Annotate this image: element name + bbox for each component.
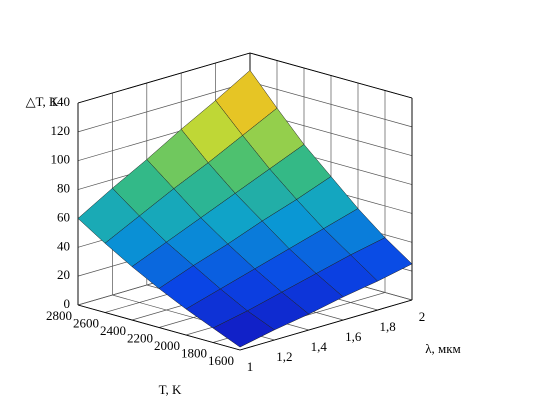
y-tick-label: 2400 [100,323,126,338]
x-tick-label: 1 [247,359,254,374]
z-tick-label: 0 [64,296,71,311]
y-tick-label: 2800 [46,308,72,323]
x-axis-title: λ, мкм [425,341,461,356]
y-axis-title: T, K [159,382,182,397]
z-tick-label: 120 [51,123,71,138]
z-tick-label: 100 [51,152,71,167]
x-tick-label: 1,2 [276,349,292,364]
y-tick-label: 2200 [127,330,153,345]
grid-line [77,81,251,133]
axis-line [239,299,413,351]
y-tick-label: 1800 [181,345,207,360]
x-tick-label: 1,8 [379,319,395,334]
axis-line [77,304,241,351]
z-axis-title: △T, K [26,94,59,109]
y-tick-label: 2000 [154,338,180,353]
y-tick-label: 1600 [208,353,234,368]
z-tick-label: 140 [51,94,71,109]
axis-line [77,52,251,104]
z-tick-label: 20 [57,267,70,282]
z-tick-label: 60 [57,209,70,224]
y-tick-label: 2600 [73,315,99,330]
x-tick-label: 1,6 [345,329,362,344]
z-tick-label: 40 [57,238,70,253]
x-tick-label: 2 [419,309,426,324]
z-tick-label: 80 [57,181,70,196]
x-tick-label: 1,4 [311,339,328,354]
surface-patch [212,310,275,348]
axis-line [249,52,413,99]
